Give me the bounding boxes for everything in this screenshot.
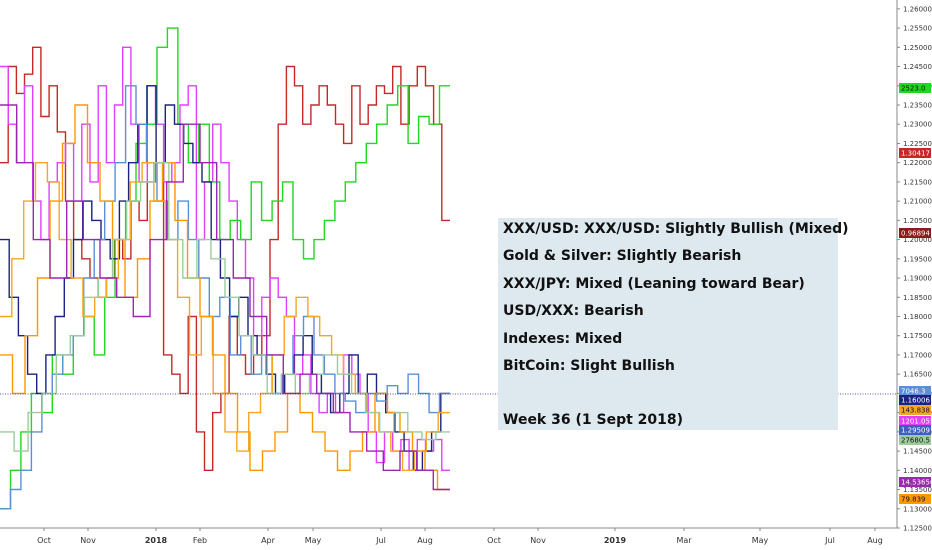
series-line-8	[0, 104, 450, 491]
series-line-6	[0, 104, 450, 491]
y-tick-label: 1.20500	[903, 217, 932, 225]
price-tag-label: 7046.3	[901, 388, 926, 396]
summary-line-indexes: Indexes: Mixed	[503, 331, 623, 347]
price-tag-box	[899, 425, 931, 435]
summary-line-bitcoin: BitCoin: Slight Bullish	[503, 358, 675, 374]
summary-line-gold-silver: Gold & Silver: Slightly Bearish	[503, 248, 742, 264]
price-tag-box	[899, 405, 931, 415]
y-tick-label: 1.22500	[903, 140, 932, 148]
x-axis-labels: Oct Nov 2018 Feb Apr May Jul Aug Oct Nov 2019 Mar Ma…	[37, 528, 883, 545]
x-tick-label: Oct	[487, 536, 501, 545]
x-tick-label: Nov	[530, 536, 546, 545]
y-tick-label: 1.25000	[903, 44, 932, 52]
x-tick-label: May	[752, 536, 769, 545]
y-tick-label: 1.14000	[903, 467, 932, 475]
x-tick-label: Feb	[193, 536, 207, 545]
price-tag-label: 0.96894	[901, 230, 930, 238]
x-tick-label: 2019	[604, 536, 627, 545]
y-tick-label: 1.23000	[903, 121, 932, 129]
y-tick-label: 1.23500	[903, 101, 932, 109]
series-line-5	[0, 162, 450, 471]
price-tag-box	[899, 395, 931, 405]
price-tag-box	[899, 228, 931, 238]
price-tag-label: 1.16006	[901, 397, 930, 405]
summary-week: Week 36 (1 Sept 2018)	[503, 412, 684, 428]
price-tag-box	[899, 435, 931, 445]
y-tick-label: 1.22000	[903, 159, 932, 167]
summary-line-xxxjpy: XXX/JPY: Mixed (Leaning toward Bear)	[503, 276, 805, 292]
x-tick-label: Nov	[80, 536, 96, 545]
summary-panel: XXX/USD: XXX/USD: Slightly Bullish (Mixe…	[498, 218, 849, 430]
x-tick-label: Oct	[37, 536, 51, 545]
price-tag-box	[899, 494, 931, 504]
x-tick-label: Jul	[375, 536, 386, 545]
x-tick-label: Aug	[867, 536, 883, 545]
y-tick-label: 1.13000	[903, 505, 932, 513]
y-tick-label: 1.18500	[903, 294, 932, 302]
price-tags: 2523.0 1.30417 0.96894 7046.31.16006 143.838…	[899, 83, 932, 504]
x-tick-label: 2018	[145, 536, 168, 545]
y-tick-label: 1.25500	[903, 25, 932, 33]
price-tag-box	[899, 83, 931, 93]
y-tick-label: 1.12500	[903, 525, 932, 533]
y-tick-label: 1.26000	[903, 5, 932, 13]
y-tick-label: 1.24500	[903, 63, 932, 71]
price-tag-label: 14.53650	[901, 479, 932, 487]
series-layer	[0, 27, 450, 510]
price-tag-box	[899, 148, 931, 158]
y-tick-label: 1.14500	[903, 448, 932, 456]
price-tag-label: 27680.5	[901, 437, 930, 445]
y-tick-label: 1.21000	[903, 198, 932, 206]
price-tag-label: 1.30417	[901, 150, 930, 158]
price-tag-label: 1.29509	[901, 427, 930, 435]
y-tick-label: 1.21500	[903, 178, 932, 186]
x-tick-label: Aug	[417, 536, 433, 545]
y-tick-label: 1.18000	[903, 313, 932, 321]
price-tag-label: 79.839	[901, 496, 926, 504]
summary-line-xxxusd: XXX/USD: XXX/USD: Slightly Bullish (Mixe…	[503, 221, 849, 237]
y-tick-label: 1.17000	[903, 351, 932, 359]
price-tag-box	[899, 386, 931, 396]
price-tag-label: 1201.055	[901, 418, 932, 426]
axes	[0, 0, 898, 529]
price-tag-box	[899, 416, 931, 426]
x-tick-label: Mar	[676, 536, 692, 545]
y-tick-label: 1.17500	[903, 332, 932, 340]
series-line-7	[0, 162, 450, 452]
x-tick-label: Apr	[261, 536, 276, 545]
y-tick-label: 1.20000	[903, 236, 932, 244]
x-tick-label: May	[305, 536, 322, 545]
price-tag-box	[899, 477, 931, 487]
y-tick-label: 1.19500	[903, 255, 932, 263]
price-tag-label: 143.838	[901, 407, 930, 415]
y-tick-label: 1.13500	[903, 486, 932, 494]
x-tick-label: Jul	[824, 536, 835, 545]
y-tick-label: 1.16500	[903, 371, 932, 379]
summary-line-usdxxx: USD/XXX: Bearish	[503, 303, 644, 319]
price-tag-label: 2523.0	[901, 85, 926, 93]
y-tick-label: 1.19000	[903, 275, 932, 283]
